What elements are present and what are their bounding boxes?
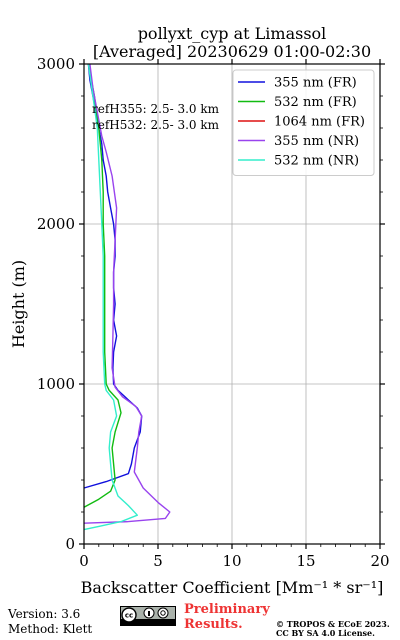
cc-by-sa-license-icon: cc bbox=[120, 606, 176, 626]
legend-label-4: 532 nm (NR) bbox=[274, 154, 359, 169]
x-tick-label: 5 bbox=[153, 552, 163, 570]
x-tick-label: 20 bbox=[370, 552, 389, 570]
annotation-1: refH532: 2.5- 3.0 km bbox=[92, 118, 220, 132]
axis-ticks bbox=[79, 59, 385, 549]
series-line-4 bbox=[83, 63, 138, 531]
series-line-0 bbox=[83, 63, 143, 489]
preliminary-results-line2: Results. bbox=[184, 617, 243, 632]
preliminary-results-line1: Preliminary bbox=[184, 602, 270, 617]
series-line-1 bbox=[83, 63, 122, 508]
annotation-0: refH355: 2.5- 3.0 km bbox=[92, 102, 220, 116]
y-tick-label: 0 bbox=[65, 535, 75, 553]
legend-label-3: 355 nm (NR) bbox=[274, 134, 359, 149]
y-tick-label: 3000 bbox=[37, 55, 75, 73]
axis-tick-labels: 0 5 10 15 20 0 1000 2000 3000 bbox=[37, 55, 390, 570]
x-tick-label: 0 bbox=[79, 552, 89, 570]
reference-height-annotations: refH355: 2.5- 3.0 km refH532: 2.5- 3.0 km bbox=[92, 102, 220, 132]
method-text: Method: Klett bbox=[8, 622, 93, 636]
legend-box bbox=[232, 69, 375, 176]
x-tick-label: 10 bbox=[222, 552, 241, 570]
y-tick-label: 2000 bbox=[37, 215, 75, 233]
legend-label-0: 355 nm (FR) bbox=[274, 76, 357, 91]
series-layer bbox=[83, 63, 171, 531]
y-axis-label: Height (m) bbox=[9, 260, 28, 348]
version-text: Version: 3.6 bbox=[8, 607, 81, 621]
chart-legend: 355 nm (FR) 532 nm (FR) 1064 nm (FR) 355 nm… bbox=[232, 69, 375, 176]
copyright-line1: © TROPOS & ECoE 2023. bbox=[276, 619, 390, 629]
svg-text:cc: cc bbox=[125, 612, 133, 620]
y-tick-label: 1000 bbox=[37, 375, 75, 393]
legend-label-1: 532 nm (FR) bbox=[274, 95, 357, 110]
x-axis-label: Backscatter Coefficient [Mm⁻¹ * sr⁻¹] bbox=[81, 578, 384, 597]
copyright-line2: CC BY SA 4.0 License. bbox=[276, 628, 375, 638]
series-line-3 bbox=[83, 63, 171, 524]
chart-title: pollyxt_cyp at Limassol bbox=[138, 24, 327, 43]
x-tick-label: 15 bbox=[296, 552, 315, 570]
legend-label-2: 1064 nm (FR) bbox=[274, 115, 365, 130]
chart-subtitle: [Averaged] 20230629 01:00-02:30 bbox=[93, 42, 371, 61]
